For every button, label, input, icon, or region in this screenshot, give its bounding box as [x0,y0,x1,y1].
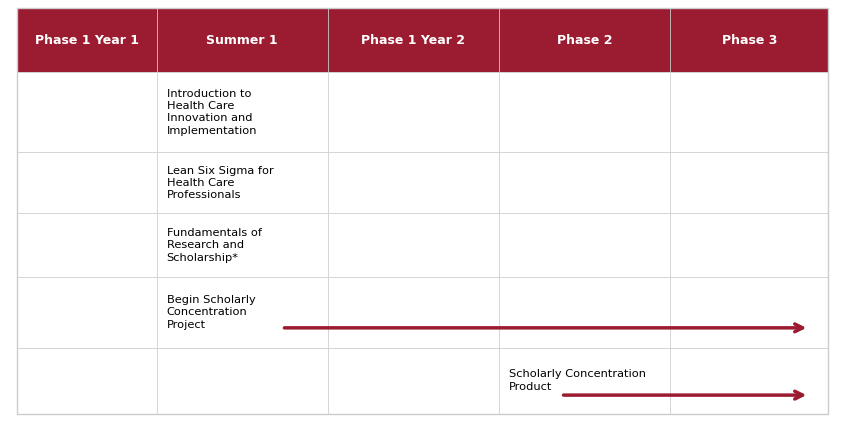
Bar [156,277,327,348]
Bar [327,277,499,348]
Bar [669,348,827,414]
Text: Scholarly Concentration
Product: Scholarly Concentration Product [509,369,646,392]
Bar [499,72,669,152]
Bar [156,8,327,72]
Bar [17,348,156,414]
Bar [327,8,499,72]
Bar [499,8,669,72]
Bar [499,152,669,214]
Text: Phase 2: Phase 2 [556,34,612,47]
Bar [156,72,327,152]
Bar [499,214,669,277]
Text: Begin Scholarly
Concentration
Project: Begin Scholarly Concentration Project [166,295,255,330]
Text: Phase 1 Year 2: Phase 1 Year 2 [361,34,465,47]
Bar [327,348,499,414]
Bar [156,152,327,214]
Bar [17,277,156,348]
Bar [327,72,499,152]
Bar [17,152,156,214]
Bar [17,214,156,277]
Bar [327,152,499,214]
Bar [669,8,827,72]
Bar [669,214,827,277]
Bar [17,8,156,72]
Text: Phase 1 Year 1: Phase 1 Year 1 [35,34,138,47]
Bar [17,72,156,152]
Bar [499,348,669,414]
Text: Summer 1: Summer 1 [206,34,278,47]
Bar [669,277,827,348]
Bar [156,214,327,277]
Bar [499,277,669,348]
Bar [669,152,827,214]
Text: Fundamentals of
Research and
Scholarship*: Fundamentals of Research and Scholarship… [166,228,262,262]
Bar [156,348,327,414]
Text: Phase 3: Phase 3 [721,34,776,47]
Bar [327,214,499,277]
Bar [669,72,827,152]
Text: Lean Six Sigma for
Health Care
Professionals: Lean Six Sigma for Health Care Professio… [166,165,273,200]
Text: Introduction to
Health Care
Innovation and
Implementation: Introduction to Health Care Innovation a… [166,89,257,136]
